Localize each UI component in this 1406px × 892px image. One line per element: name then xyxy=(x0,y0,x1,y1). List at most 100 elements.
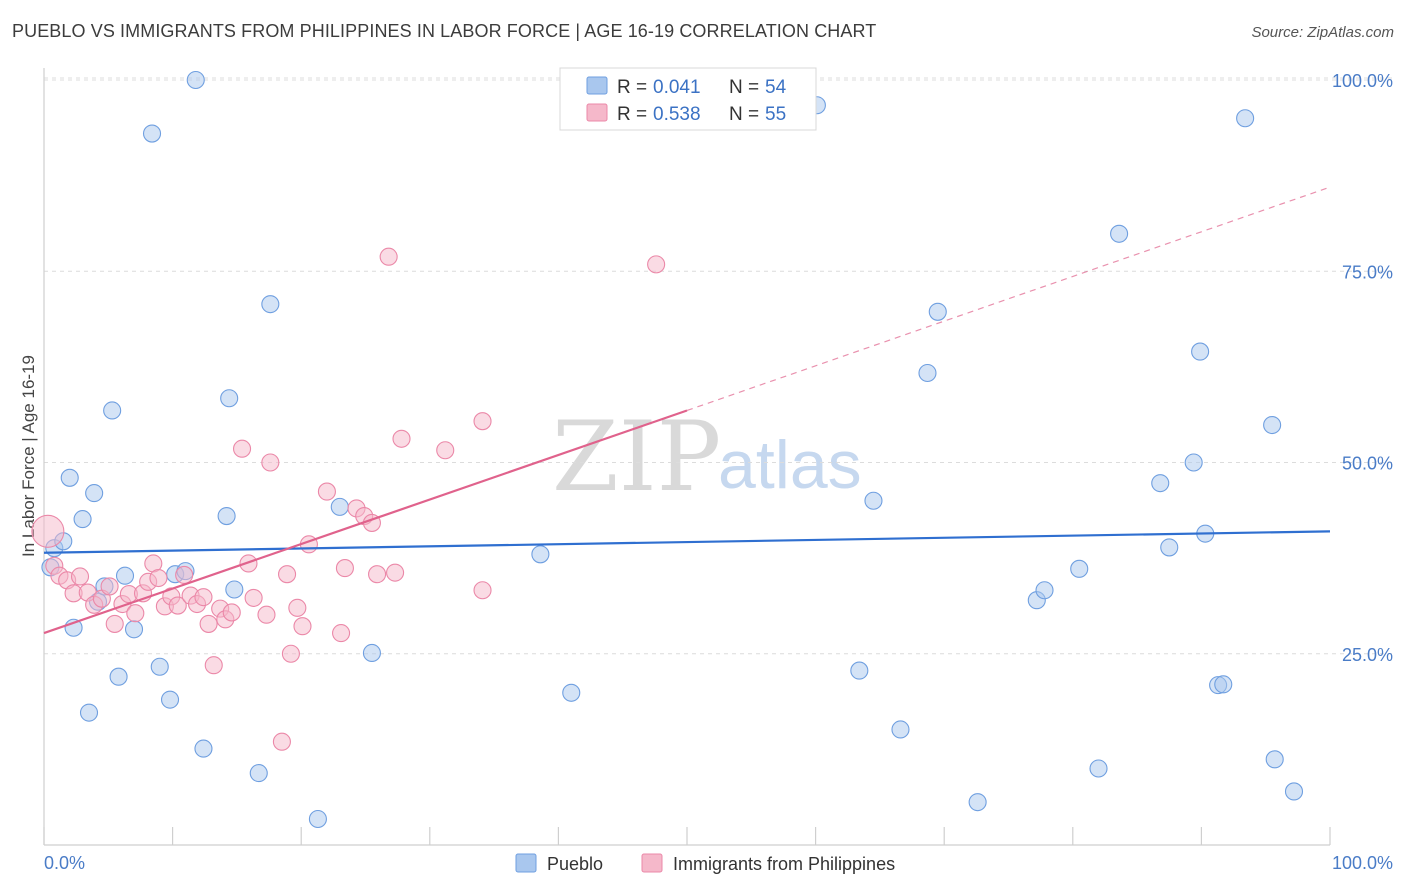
pueblo-point-42 xyxy=(1110,224,1129,243)
pueblo-point-25 xyxy=(261,295,280,314)
philippines-point-41 xyxy=(317,482,336,501)
pueblo-point-5 xyxy=(73,510,92,529)
chart-title: PUEBLO VS IMMIGRANTS FROM PHILIPPINES IN… xyxy=(12,21,877,41)
bottom-legend-swatch-philippines xyxy=(641,853,663,873)
philippines-point-35 xyxy=(278,565,297,584)
pueblo-point-44 xyxy=(1160,538,1179,557)
philippines-point-36 xyxy=(281,644,300,663)
legend-swatch-philippines xyxy=(586,103,608,122)
pueblo-point-41 xyxy=(1089,759,1108,778)
pueblo-point-19 xyxy=(186,70,205,90)
philippines-point-50 xyxy=(392,429,411,448)
legend-swatch-pueblo xyxy=(586,76,608,95)
pueblo-trend-line xyxy=(43,530,1331,554)
watermark-atlas: atlas xyxy=(718,427,862,503)
y-tick-labels: 25.0% 50.0% 75.0% 100.0% xyxy=(1332,71,1393,665)
philippines-point-49 xyxy=(386,563,405,582)
philippines-point-24 xyxy=(194,588,213,607)
pueblo-point-6 xyxy=(79,703,99,722)
legend-r-value-1: 0.041 xyxy=(653,77,701,98)
y-axis-label: In Labor Force | Age 16-19 xyxy=(19,355,38,557)
pueblo-point-20 xyxy=(194,739,213,758)
legend-r-label-2: R = xyxy=(617,104,647,125)
pueblo-point-37 xyxy=(968,793,987,812)
pueblo-point-14 xyxy=(142,124,162,143)
y-tick-label-25: 25.0% xyxy=(1342,645,1393,665)
legend-r-label-1: R = xyxy=(617,77,647,98)
y-tick-label-50: 50.0% xyxy=(1342,454,1393,474)
philippines-point-52 xyxy=(473,412,492,431)
pueblo-point-43 xyxy=(1151,474,1170,493)
philippines-trend-line xyxy=(43,409,688,635)
philippines-point-30 xyxy=(232,439,252,458)
philippines-point-5 xyxy=(70,567,90,586)
pueblo-point-22 xyxy=(220,389,239,408)
pueblo-point-33 xyxy=(864,491,883,510)
bottom-legend-swatch-pueblo xyxy=(515,853,537,873)
trend-lines xyxy=(43,186,1331,635)
philippines-point-10 xyxy=(105,614,124,633)
philippines-point-31 xyxy=(239,554,258,573)
philippines-point-54 xyxy=(647,255,666,274)
pueblo-point-12 xyxy=(115,566,135,585)
pueblo-point-7 xyxy=(85,484,104,503)
philippines-point-13 xyxy=(126,604,145,623)
philippines-point-29 xyxy=(222,603,241,622)
philippines-point-34 xyxy=(261,453,280,472)
pueblo-point-52 xyxy=(1265,750,1284,769)
philippines-point-40 xyxy=(272,732,291,751)
pueblo-point-26 xyxy=(308,809,327,829)
pueblo-point-49 xyxy=(1214,675,1233,694)
pueblo-point-39 xyxy=(1035,581,1054,600)
philippines-point-32 xyxy=(244,588,263,607)
legend-n-value-2: 55 xyxy=(765,104,786,125)
pueblo-point-34 xyxy=(891,720,910,739)
philippines-point-25 xyxy=(199,614,218,633)
pueblo-point-21 xyxy=(217,506,236,526)
legend-n-label-2: N = xyxy=(729,104,759,125)
bottom-legend-label-philippines: Immigrants from Philippines xyxy=(673,854,895,874)
pueblo-point-3 xyxy=(60,468,79,487)
y-tick-label-75: 75.0% xyxy=(1342,262,1393,282)
pueblo-point-51 xyxy=(1263,415,1282,435)
pueblo-point-50 xyxy=(1236,109,1255,128)
pueblo-point-35 xyxy=(918,363,937,383)
philippines-point-42 xyxy=(332,624,351,643)
legend-r-value-2: 0.538 xyxy=(653,104,701,125)
pueblo-point-40 xyxy=(1070,559,1089,578)
pueblo-point-10 xyxy=(103,401,122,420)
pueblo-point-13 xyxy=(124,620,144,639)
philippines-point-53 xyxy=(473,581,492,600)
pueblo-point-15 xyxy=(150,657,169,676)
philippines-point-51 xyxy=(436,441,455,460)
pueblo-point-53 xyxy=(1284,782,1304,801)
pueblo-point-24 xyxy=(249,764,268,783)
pueblo-point-45 xyxy=(1184,453,1203,472)
philippines-point-48 xyxy=(379,247,398,266)
philippines-point-43 xyxy=(335,559,354,578)
pueblo-point-11 xyxy=(109,667,128,686)
x-tick-label-max: 100.0% xyxy=(1332,853,1393,873)
philippines-point-47 xyxy=(368,565,387,584)
pueblo-point-30 xyxy=(562,683,581,702)
philippines-point-21 xyxy=(175,565,194,585)
philippines-point-20 xyxy=(168,596,187,615)
pueblo-point-28 xyxy=(362,643,381,663)
watermark-zip: ZIP xyxy=(552,401,721,513)
philippines-point-26 xyxy=(204,656,223,675)
legend-n-label-1: N = xyxy=(729,77,759,98)
y-tick-label-100: 100.0% xyxy=(1332,71,1393,91)
pueblo-point-36 xyxy=(928,302,947,321)
philippines-point-38 xyxy=(293,617,312,636)
philippines-point-9 xyxy=(100,577,119,596)
philippines-point-37 xyxy=(288,598,307,617)
x-ticks xyxy=(43,827,1331,845)
bottom-legend: Pueblo Immigrants from Philippines xyxy=(515,853,895,874)
pueblo-point-46 xyxy=(1191,342,1210,361)
x-tick-label-min: 0.0% xyxy=(44,853,85,873)
philippines-point-33 xyxy=(257,605,276,624)
pueblo-point-29 xyxy=(531,545,550,564)
pueblo-point-23 xyxy=(225,580,244,599)
pueblo-point-27 xyxy=(330,497,349,516)
